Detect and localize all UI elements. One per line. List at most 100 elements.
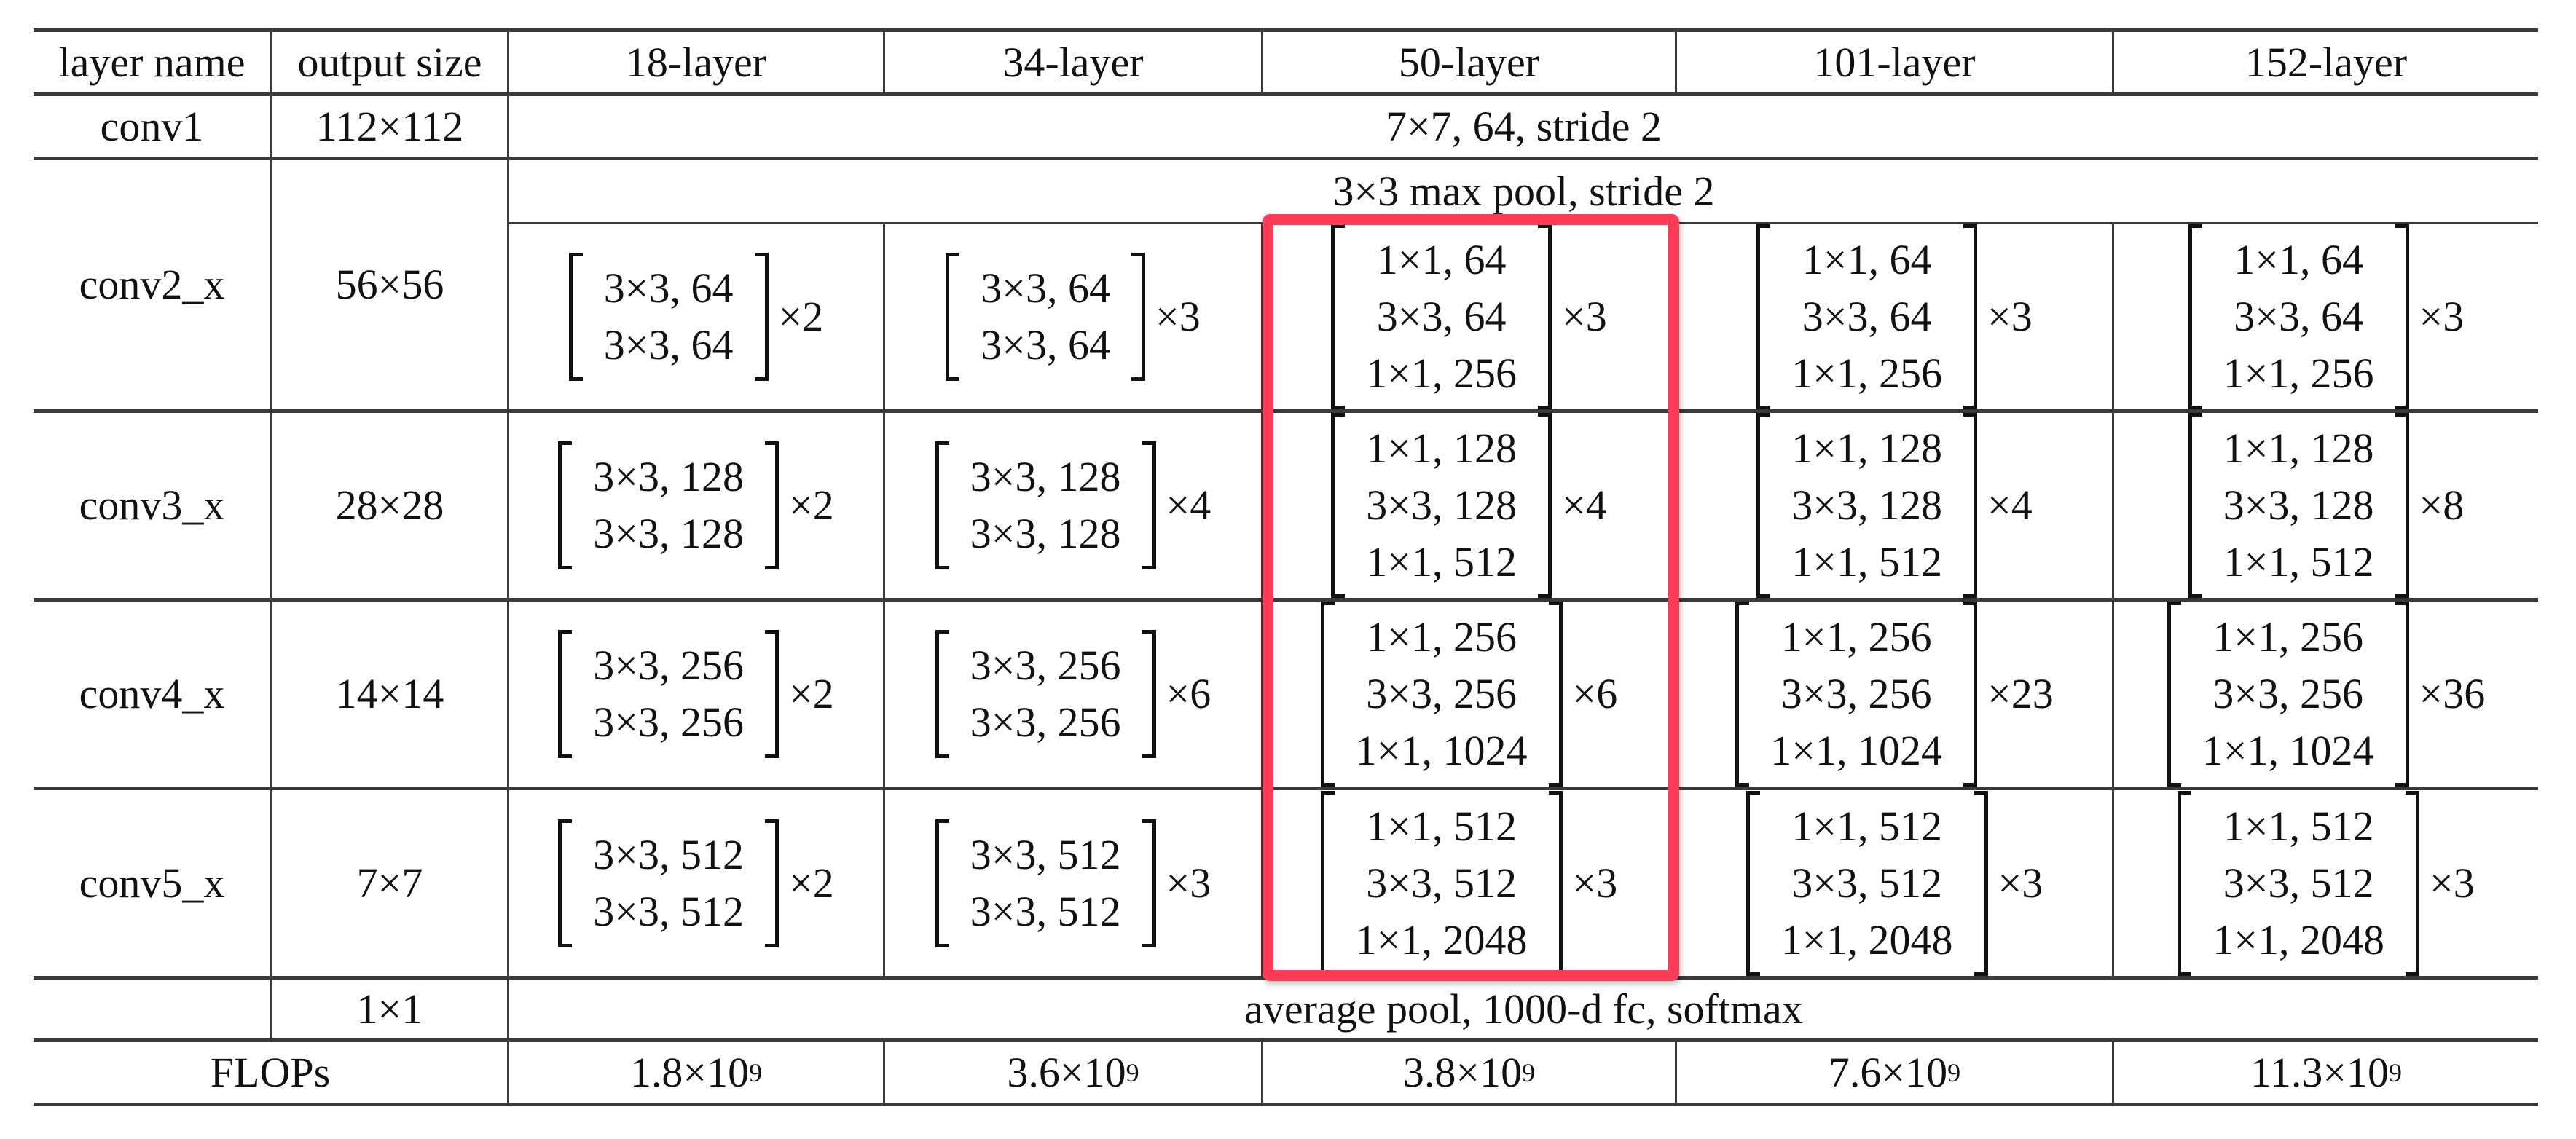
repeat-count: ×2 bbox=[778, 293, 824, 340]
conv2-output: 56×56 bbox=[335, 261, 444, 308]
bracket-matrix: 1×1, 512 3×3, 512 1×1, 2048 bbox=[2178, 790, 2419, 976]
vrule-101c bbox=[2112, 1040, 2114, 1104]
repeat-count: ×2 bbox=[789, 481, 834, 529]
conv2-50: 1×1, 64 3×3, 64 1×1, 256 ×3 bbox=[1263, 224, 1675, 409]
bracket-matrix: 3×3, 512 3×3, 512 bbox=[935, 819, 1156, 947]
rule-final bbox=[34, 1038, 2538, 1042]
header-18-layer: 18-layer bbox=[625, 38, 767, 86]
conv5-name: conv5_x bbox=[79, 859, 225, 907]
conv4-34: 3×3, 256 3×3, 256 ×6 bbox=[885, 602, 1261, 787]
rule-bottom bbox=[34, 1103, 2538, 1106]
conv2-34: 3×3, 64 3×3, 64 ×3 bbox=[885, 224, 1261, 409]
repeat-count: ×2 bbox=[789, 670, 834, 717]
repeat-count: ×2 bbox=[789, 859, 834, 907]
rule-header bbox=[34, 92, 2538, 96]
bracket-matrix: 3×3, 512 3×3, 512 bbox=[558, 819, 779, 947]
vrule-101b bbox=[2112, 224, 2114, 977]
conv5-50: 1×1, 512 3×3, 512 1×1, 2048 ×3 bbox=[1263, 790, 1675, 976]
conv3-50: 1×1, 128 3×3, 128 1×1, 512 ×4 bbox=[1263, 413, 1675, 598]
bracket-matrix: 1×1, 512 3×3, 512 1×1, 2048 bbox=[1320, 790, 1563, 976]
conv2-101: 1×1, 64 3×3, 64 1×1, 256 ×3 bbox=[1677, 224, 2112, 409]
vrule-output bbox=[507, 30, 509, 1104]
rule-conv3 bbox=[34, 598, 2538, 602]
rule-conv4 bbox=[34, 787, 2538, 790]
header-34-layer: 34-layer bbox=[1002, 38, 1144, 86]
conv2-18: 3×3, 64 3×3, 64 ×2 bbox=[509, 224, 883, 409]
repeat-count: ×3 bbox=[1166, 859, 1212, 907]
flops-34: 3.6×10 9 bbox=[1007, 1048, 1139, 1096]
conv3-output: 28×28 bbox=[335, 481, 444, 529]
repeat-count: ×3 bbox=[1998, 859, 2043, 907]
bracket-matrix: 3×3, 64 3×3, 64 bbox=[946, 253, 1145, 381]
bracket-matrix: 3×3, 128 3×3, 128 bbox=[558, 441, 779, 570]
bracket-matrix: 1×1, 256 3×3, 256 1×1, 1024 bbox=[1735, 602, 1977, 787]
conv2-152: 1×1, 64 3×3, 64 1×1, 256 ×3 bbox=[2114, 224, 2538, 409]
bracket-matrix: 3×3, 64 3×3, 64 bbox=[568, 253, 769, 381]
conv4-output: 14×14 bbox=[335, 670, 444, 717]
rule-conv1 bbox=[34, 157, 2538, 160]
bracket-matrix: 3×3, 256 3×3, 256 bbox=[935, 630, 1156, 758]
bracket-matrix: 1×1, 64 3×3, 64 1×1, 256 bbox=[2188, 224, 2409, 409]
conv3-152: 1×1, 128 3×3, 128 1×1, 512 ×8 bbox=[2114, 413, 2538, 598]
conv3-34: 3×3, 128 3×3, 128 ×4 bbox=[885, 413, 1261, 598]
vrule-50 bbox=[1675, 30, 1677, 94]
flops-152: 11.3×10 9 bbox=[2250, 1048, 2403, 1096]
vrule-50c bbox=[1675, 1040, 1677, 1104]
repeat-count: ×4 bbox=[1166, 481, 1212, 529]
conv3-name: conv3_x bbox=[79, 481, 225, 529]
bracket-matrix: 1×1, 512 3×3, 512 1×1, 2048 bbox=[1746, 790, 1988, 976]
bracket-matrix: 1×1, 256 3×3, 256 1×1, 1024 bbox=[2167, 602, 2409, 787]
repeat-count: ×3 bbox=[2419, 293, 2465, 340]
flops-18: 1.8×10 9 bbox=[629, 1048, 763, 1096]
repeat-count: ×3 bbox=[1155, 293, 1201, 340]
maxpool-spec: 3×3 max pool, stride 2 bbox=[1332, 167, 1715, 215]
bracket-matrix: 1×1, 128 3×3, 128 1×1, 512 bbox=[1331, 413, 1552, 598]
conv5-34: 3×3, 512 3×3, 512 ×3 bbox=[885, 790, 1261, 976]
vrule-101 bbox=[2112, 30, 2114, 94]
conv5-101: 1×1, 512 3×3, 512 1×1, 2048 ×3 bbox=[1677, 790, 2112, 976]
conv4-152: 1×1, 256 3×3, 256 1×1, 1024 ×36 bbox=[2114, 602, 2538, 787]
conv3-18: 3×3, 128 3×3, 128 ×2 bbox=[509, 413, 883, 598]
conv1-spec: 7×7, 64, stride 2 bbox=[1385, 102, 1662, 150]
bracket-matrix: 3×3, 128 3×3, 128 bbox=[935, 441, 1156, 570]
vrule-34b bbox=[1261, 224, 1263, 977]
header-152-layer: 152-layer bbox=[2245, 38, 2408, 86]
header-101-layer: 101-layer bbox=[1813, 38, 1976, 86]
header-50-layer: 50-layer bbox=[1398, 38, 1540, 86]
repeat-count: ×3 bbox=[1562, 293, 1607, 340]
rule-top bbox=[34, 28, 2538, 32]
vrule-18b bbox=[883, 224, 885, 977]
repeat-count: ×4 bbox=[1987, 481, 2033, 529]
vrule-34c bbox=[1261, 1040, 1263, 1104]
bracket-matrix: 1×1, 256 3×3, 256 1×1, 1024 bbox=[1320, 602, 1563, 787]
vrule-18c bbox=[883, 1040, 885, 1104]
vrule-34 bbox=[1261, 30, 1263, 94]
repeat-count: ×6 bbox=[1572, 670, 1618, 717]
conv4-50: 1×1, 256 3×3, 256 1×1, 1024 ×6 bbox=[1263, 602, 1675, 787]
flops-label: FLOPs bbox=[210, 1048, 331, 1096]
final-spec: average pool, 1000-d fc, softmax bbox=[1244, 985, 1803, 1033]
header-layer-name: layer name bbox=[58, 38, 246, 86]
bracket-matrix: 3×3, 256 3×3, 256 bbox=[558, 630, 779, 758]
conv5-152: 1×1, 512 3×3, 512 1×1, 2048 ×3 bbox=[2114, 790, 2538, 976]
bracket-matrix: 1×1, 64 3×3, 64 1×1, 256 bbox=[1756, 224, 1977, 409]
flops-101: 7.6×10 9 bbox=[1828, 1048, 1961, 1096]
conv3-101: 1×1, 128 3×3, 128 1×1, 512 ×4 bbox=[1677, 413, 2112, 598]
vrule-name bbox=[270, 30, 272, 1040]
bracket-matrix: 1×1, 128 3×3, 128 1×1, 512 bbox=[2188, 413, 2409, 598]
bracket-matrix: 1×1, 128 3×3, 128 1×1, 512 bbox=[1756, 413, 1977, 598]
repeat-count: ×6 bbox=[1166, 670, 1212, 717]
header-output-size: output size bbox=[297, 38, 482, 86]
repeat-count: ×4 bbox=[1562, 481, 1607, 529]
conv5-output: 7×7 bbox=[356, 859, 423, 907]
conv1-output: 112×112 bbox=[315, 102, 464, 150]
conv2-name: conv2_x bbox=[79, 261, 225, 308]
final-output: 1×1 bbox=[356, 985, 423, 1033]
flops-50: 3.8×10 9 bbox=[1402, 1048, 1536, 1096]
repeat-count: ×3 bbox=[1987, 293, 2033, 340]
repeat-count: ×3 bbox=[2430, 859, 2475, 907]
conv4-101: 1×1, 256 3×3, 256 1×1, 1024 ×23 bbox=[1677, 602, 2112, 787]
rule-conv2 bbox=[34, 409, 2538, 413]
bracket-matrix: 1×1, 64 3×3, 64 1×1, 256 bbox=[1331, 224, 1552, 409]
repeat-count: ×36 bbox=[2419, 670, 2486, 717]
